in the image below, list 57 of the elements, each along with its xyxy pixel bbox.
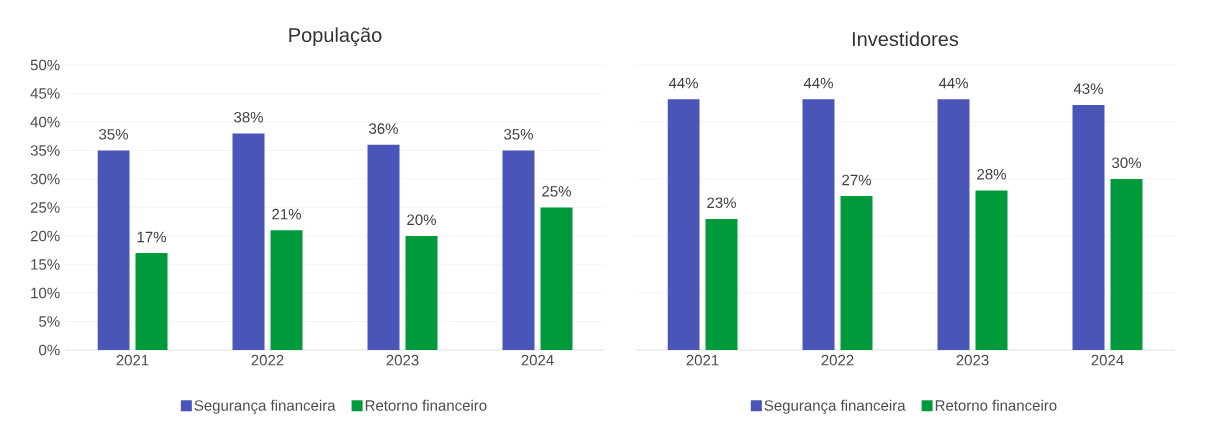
y-tick-label: 15% bbox=[31, 259, 60, 270]
y-tick-label: 5% bbox=[39, 316, 60, 327]
data-label: 36% bbox=[369, 123, 398, 134]
data-label: 44% bbox=[668, 77, 698, 89]
data-label: 38% bbox=[234, 111, 263, 123]
bar bbox=[367, 144, 400, 350]
data-label: 20% bbox=[407, 214, 436, 226]
data-label: 21% bbox=[272, 208, 301, 220]
bar bbox=[975, 190, 1008, 350]
data-label: 23% bbox=[707, 197, 736, 209]
y-tick-label: 20% bbox=[30, 230, 60, 242]
x-tick-label: 2021 bbox=[116, 354, 149, 366]
bar bbox=[270, 230, 303, 350]
bar bbox=[937, 99, 970, 350]
chart-title: População bbox=[289, 27, 382, 47]
legend-label: Retorno financeiro bbox=[365, 399, 487, 411]
bar bbox=[232, 133, 265, 350]
bar bbox=[1072, 104, 1105, 350]
bar bbox=[705, 218, 738, 350]
bar bbox=[502, 150, 535, 350]
y-tick-label: 30% bbox=[30, 173, 60, 185]
data-label: 44% bbox=[803, 77, 833, 89]
x-tick-label: 2022 bbox=[821, 354, 854, 366]
y-tick-label: 35% bbox=[30, 145, 60, 156]
data-label: 27% bbox=[842, 174, 871, 186]
legend-label: Segurança financeira bbox=[764, 399, 906, 414]
bar bbox=[540, 207, 573, 350]
x-tick-label: 2024 bbox=[521, 354, 554, 366]
y-tick-label: 50% bbox=[30, 59, 60, 71]
data-label: 35% bbox=[504, 129, 533, 140]
legend-label: Retorno financeiro bbox=[935, 399, 1057, 411]
data-label: 30% bbox=[1112, 157, 1141, 169]
bar bbox=[405, 235, 438, 350]
bar bbox=[840, 196, 873, 350]
x-tick-label: 2022 bbox=[251, 354, 284, 366]
y-tick-label: 45% bbox=[30, 88, 60, 99]
x-tick-label: 2024 bbox=[1091, 354, 1124, 366]
bar bbox=[802, 99, 835, 350]
data-label: 17% bbox=[137, 231, 166, 243]
y-tick-label: 25% bbox=[30, 202, 60, 213]
y-tick-label: 0% bbox=[39, 344, 60, 356]
y-tick-label: 10% bbox=[31, 287, 60, 299]
data-label: 43% bbox=[1073, 83, 1103, 95]
data-label: 35% bbox=[99, 129, 128, 140]
bar bbox=[667, 99, 700, 350]
data-label: 25% bbox=[542, 186, 571, 197]
data-label: 44% bbox=[938, 77, 968, 89]
x-tick-label: 2023 bbox=[956, 354, 989, 366]
data-label: 28% bbox=[977, 168, 1006, 180]
legend-label: Segurança financeira bbox=[194, 399, 336, 414]
bar bbox=[97, 150, 130, 350]
x-tick-label: 2023 bbox=[386, 354, 419, 366]
bar bbox=[1110, 178, 1143, 350]
bar bbox=[135, 253, 168, 350]
x-tick-label: 2021 bbox=[686, 354, 719, 366]
chart-title: Investidores bbox=[852, 31, 959, 47]
y-tick-label: 40% bbox=[30, 116, 60, 128]
